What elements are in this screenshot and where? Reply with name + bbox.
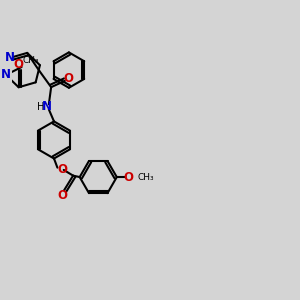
Text: O: O xyxy=(63,71,73,85)
Text: H: H xyxy=(37,102,44,112)
Text: N: N xyxy=(42,100,52,113)
Text: N: N xyxy=(5,51,15,64)
Text: N: N xyxy=(1,68,11,82)
Text: O: O xyxy=(58,163,68,176)
Text: CH₃: CH₃ xyxy=(22,56,39,65)
Text: CH₃: CH₃ xyxy=(137,173,154,182)
Text: O: O xyxy=(58,189,68,202)
Text: O: O xyxy=(14,58,24,71)
Text: O: O xyxy=(124,171,134,184)
